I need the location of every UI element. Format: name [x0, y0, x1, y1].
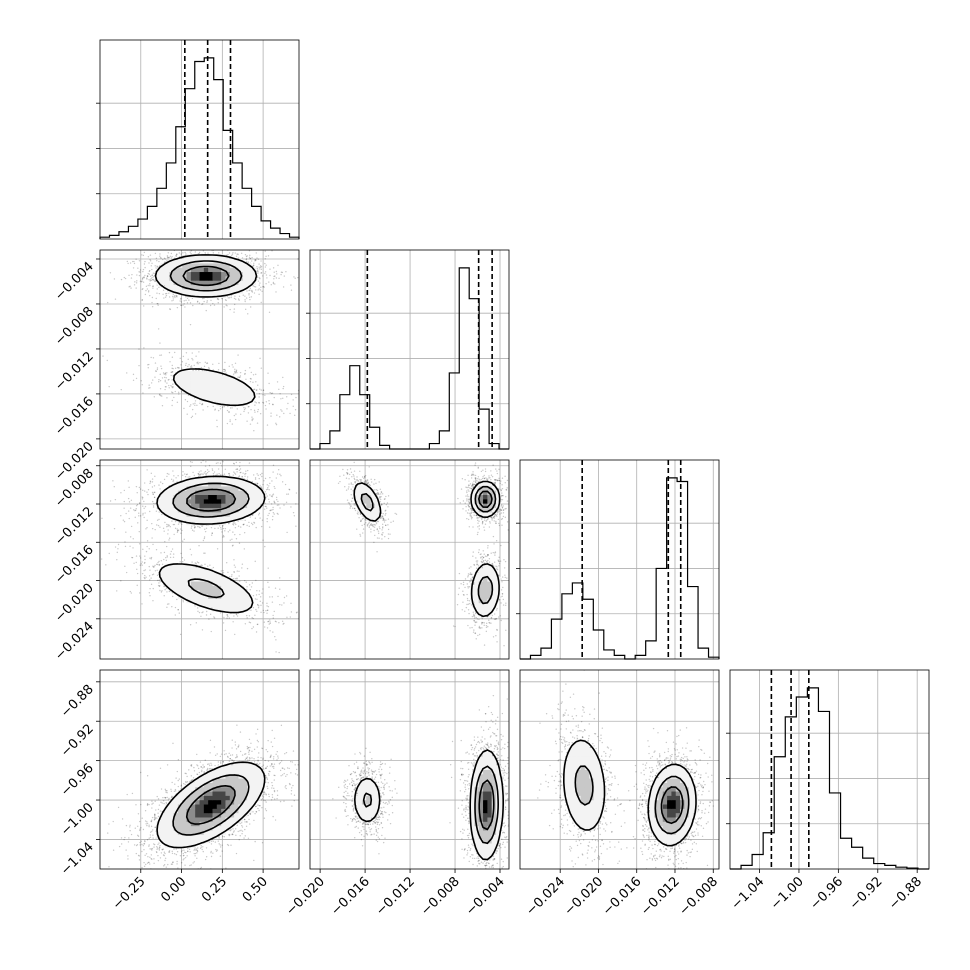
tick-label: −0.88 — [58, 682, 97, 721]
contour-line — [182, 265, 230, 287]
tick-label: −0.004 — [52, 259, 97, 304]
contour-line — [154, 254, 258, 407]
contour-line — [574, 765, 690, 835]
tick-label: −0.88 — [886, 874, 925, 913]
tick-label: −0.012 — [52, 504, 97, 549]
histogram-panel — [516, 459, 720, 660]
contour-line — [360, 485, 497, 605]
histogram-panel — [726, 669, 930, 870]
contour-line — [478, 779, 495, 831]
tick-label: −0.020 — [52, 581, 97, 626]
histogram-panel — [96, 39, 300, 240]
density-panel — [309, 459, 510, 660]
tick-label: −1.00 — [768, 874, 807, 913]
y-axis: −0.88−0.92−0.96−1.00−1.04 — [58, 681, 100, 879]
contour-line — [156, 475, 266, 614]
tick-label: −0.96 — [807, 874, 846, 913]
contour-line — [660, 786, 684, 825]
tick-label: −0.012 — [52, 349, 97, 394]
histogram-step — [99, 57, 300, 239]
tick-label: −0.004 — [463, 874, 508, 919]
x-axis: −0.020 −0.016 −0.012 −0.008 −0.004 — [283, 869, 508, 919]
tick-label: −0.016 — [328, 874, 373, 919]
tick-label: −1.00 — [58, 800, 97, 839]
tick-label: −0.008 — [676, 874, 721, 919]
histogram-panel — [306, 249, 510, 450]
tick-label: −0.96 — [58, 761, 97, 800]
tick-label: −0.25 — [110, 874, 149, 913]
y-axis: −0.008−0.012−0.016−0.020−0.024 — [52, 465, 100, 664]
tick-label: −1.04 — [729, 874, 768, 913]
tick-label: −0.012 — [638, 874, 683, 919]
density-panel — [99, 669, 300, 870]
contour-line — [354, 749, 504, 861]
x-axis: −0.25 0.00 0.25 0.50 — [110, 869, 271, 913]
contour-line — [186, 488, 237, 512]
contour-line — [362, 765, 499, 845]
contour-line — [156, 761, 266, 849]
density-panel — [519, 669, 720, 870]
tick-label: −0.008 — [418, 874, 463, 919]
y-axis: −0.004−0.008−0.012−0.016−0.020 — [52, 258, 100, 484]
tick-label: −0.016 — [52, 394, 97, 439]
tick-label: 0.25 — [199, 874, 230, 905]
histogram-step — [730, 687, 929, 870]
contour-line — [185, 785, 236, 825]
tick-label: −0.024 — [52, 619, 97, 664]
x-axis: −1.04 −1.00 −0.96 −0.92 −0.88 — [729, 869, 925, 913]
contour-line — [172, 482, 250, 599]
tick-label: −0.016 — [600, 874, 645, 919]
density-panel — [99, 249, 300, 450]
tick-label: −0.020 — [562, 874, 607, 919]
tick-label: −0.016 — [52, 543, 97, 588]
tick-label: −0.92 — [847, 874, 886, 913]
contour-line — [169, 260, 243, 292]
tick-label: −0.024 — [523, 874, 568, 919]
contour-line — [172, 774, 250, 836]
density-panel — [309, 669, 510, 870]
tick-label: 0.50 — [240, 874, 271, 905]
tick-label: −0.020 — [283, 874, 328, 919]
contour-line — [478, 490, 493, 508]
density-panel — [99, 459, 300, 660]
tick-label: 0.00 — [158, 874, 189, 905]
x-axis: −0.024−0.020−0.016−0.012−0.008 — [523, 869, 721, 919]
contour-line — [563, 739, 697, 847]
contour-line — [353, 480, 501, 618]
tick-label: −0.012 — [373, 874, 418, 919]
histogram-step — [520, 477, 720, 660]
tick-label: −1.04 — [58, 840, 97, 879]
tick-label: −0.92 — [58, 721, 97, 760]
tick-label: −0.008 — [52, 304, 97, 349]
